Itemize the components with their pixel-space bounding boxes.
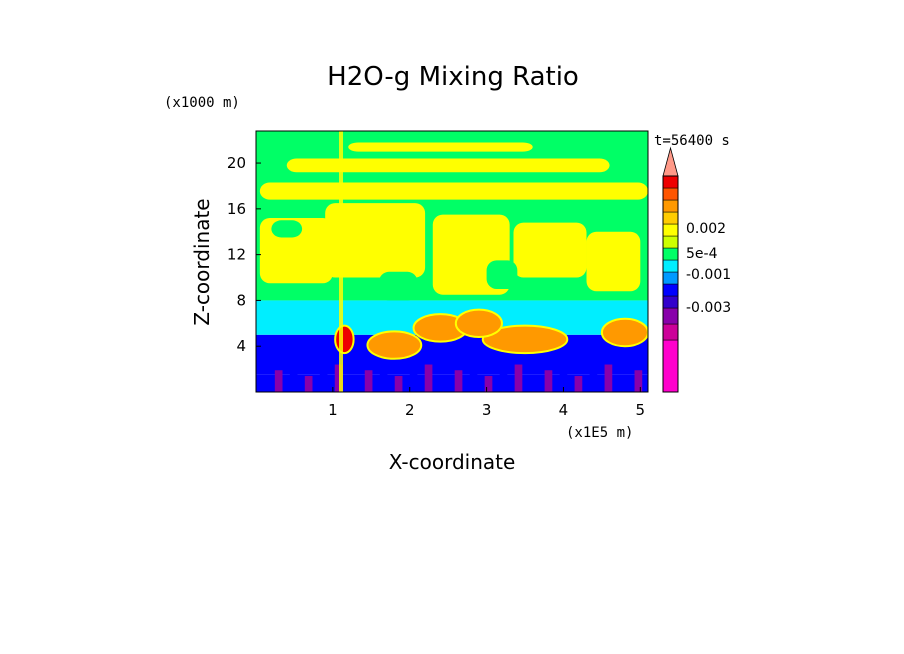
y-tick-label-0: 4	[236, 337, 246, 355]
field-streak-21	[574, 375, 583, 392]
time-label: t=56400 s	[654, 133, 730, 149]
x-tick-label-2: 3	[482, 401, 492, 419]
field-streak-7	[364, 370, 373, 392]
field-patch-3	[513, 222, 587, 278]
colorbar-swatch-3	[662, 295, 679, 309]
field-streak-8	[379, 364, 388, 392]
field-streak-16	[499, 370, 508, 392]
chart-title: H2O-g Mixing Ratio	[327, 62, 579, 92]
x-axis: 1 2 3 4 5	[328, 387, 645, 419]
field-streak-20	[559, 364, 568, 392]
field-plume-5	[454, 308, 503, 339]
field-streak-10	[409, 370, 418, 392]
colorbar-swatch-10	[662, 211, 679, 225]
field-streak-5	[334, 364, 343, 392]
field-band-0	[256, 374, 648, 392]
field-streak-11	[424, 364, 433, 392]
colorbar-swatch-2	[662, 307, 679, 325]
field-streak-0	[259, 375, 268, 392]
y-tick-label-2: 12	[227, 246, 246, 264]
field-patch-6	[286, 158, 610, 173]
y-tick-label-4: 20	[227, 154, 246, 172]
y-tick-label-3: 16	[227, 200, 246, 218]
y-axis-label: Z-coordinate	[190, 198, 214, 325]
x-tick-label-4: 5	[636, 401, 646, 419]
colorbar-swatch-8	[662, 235, 679, 249]
field-patch-7	[348, 142, 533, 152]
x-tick-label-1: 2	[405, 401, 415, 419]
field-band-1	[256, 334, 648, 375]
field-streak-12	[439, 375, 448, 392]
field-patch-1	[325, 203, 426, 278]
field-patch-4	[586, 231, 641, 292]
colorbar-frame	[662, 175, 679, 393]
y-unit-label: (x1000 m)	[164, 95, 240, 111]
contour-field	[256, 131, 648, 392]
colorbar-label-0: 0.002	[686, 221, 726, 237]
x-tick-label-0: 1	[328, 401, 338, 419]
colorbar-swatch-7	[662, 247, 679, 261]
colorbar-extend-arrow	[662, 146, 679, 177]
colorbar-label-1: 5e-4	[686, 246, 718, 262]
field-streak-23	[604, 364, 613, 392]
field-patch-5	[259, 182, 648, 200]
colorbar-label-3: -0.003	[686, 300, 731, 316]
colorbar	[662, 146, 679, 393]
field-streak-13	[454, 370, 463, 392]
y-axis: 4 8 12 16 20	[227, 154, 261, 355]
field-streak-14	[469, 364, 478, 392]
y-tick-label-1: 8	[236, 291, 246, 309]
plot-frame	[255, 130, 649, 393]
field-streak-3	[304, 375, 313, 392]
colorbar-swatch-13	[662, 175, 679, 189]
field-patch-9	[486, 260, 518, 289]
field-streak-6	[349, 375, 358, 392]
field-patch-10	[271, 220, 303, 238]
x-unit-label: (x1E5 m)	[566, 425, 633, 441]
x-axis-label: X-coordinate	[389, 450, 516, 474]
colorbar-swatch-0	[662, 339, 679, 393]
field-streak-9	[394, 375, 403, 392]
field-streak-25	[634, 370, 643, 392]
field-streak-15	[484, 375, 493, 392]
x-tick-label-3: 4	[559, 401, 569, 419]
field-streak-22	[589, 370, 598, 392]
field-streak-17	[514, 364, 523, 392]
field-column	[339, 131, 344, 392]
field-streak-18	[529, 375, 538, 392]
field-streak-1	[274, 370, 283, 392]
colorbar-swatch-9	[662, 223, 679, 237]
field-patch-8	[378, 271, 418, 301]
field-streak-24	[619, 375, 628, 392]
field-streak-2	[289, 364, 298, 392]
field-streak-4	[319, 370, 328, 392]
colorbar-swatch-5	[662, 271, 679, 285]
colorbar-swatch-12	[662, 187, 679, 201]
colorbar-labels: 0.002 5e-4 -0.001 -0.003	[686, 221, 731, 316]
colorbar-swatch-1	[662, 323, 679, 341]
field-plume-1	[481, 324, 569, 355]
colorbar-swatch-6	[662, 259, 679, 273]
colorbar-swatch-4	[662, 283, 679, 297]
field-streak-19	[544, 370, 553, 392]
colorbar-label-2: -0.001	[686, 267, 731, 283]
field-plume-0	[366, 330, 423, 360]
colorbar-swatch-11	[662, 199, 679, 213]
